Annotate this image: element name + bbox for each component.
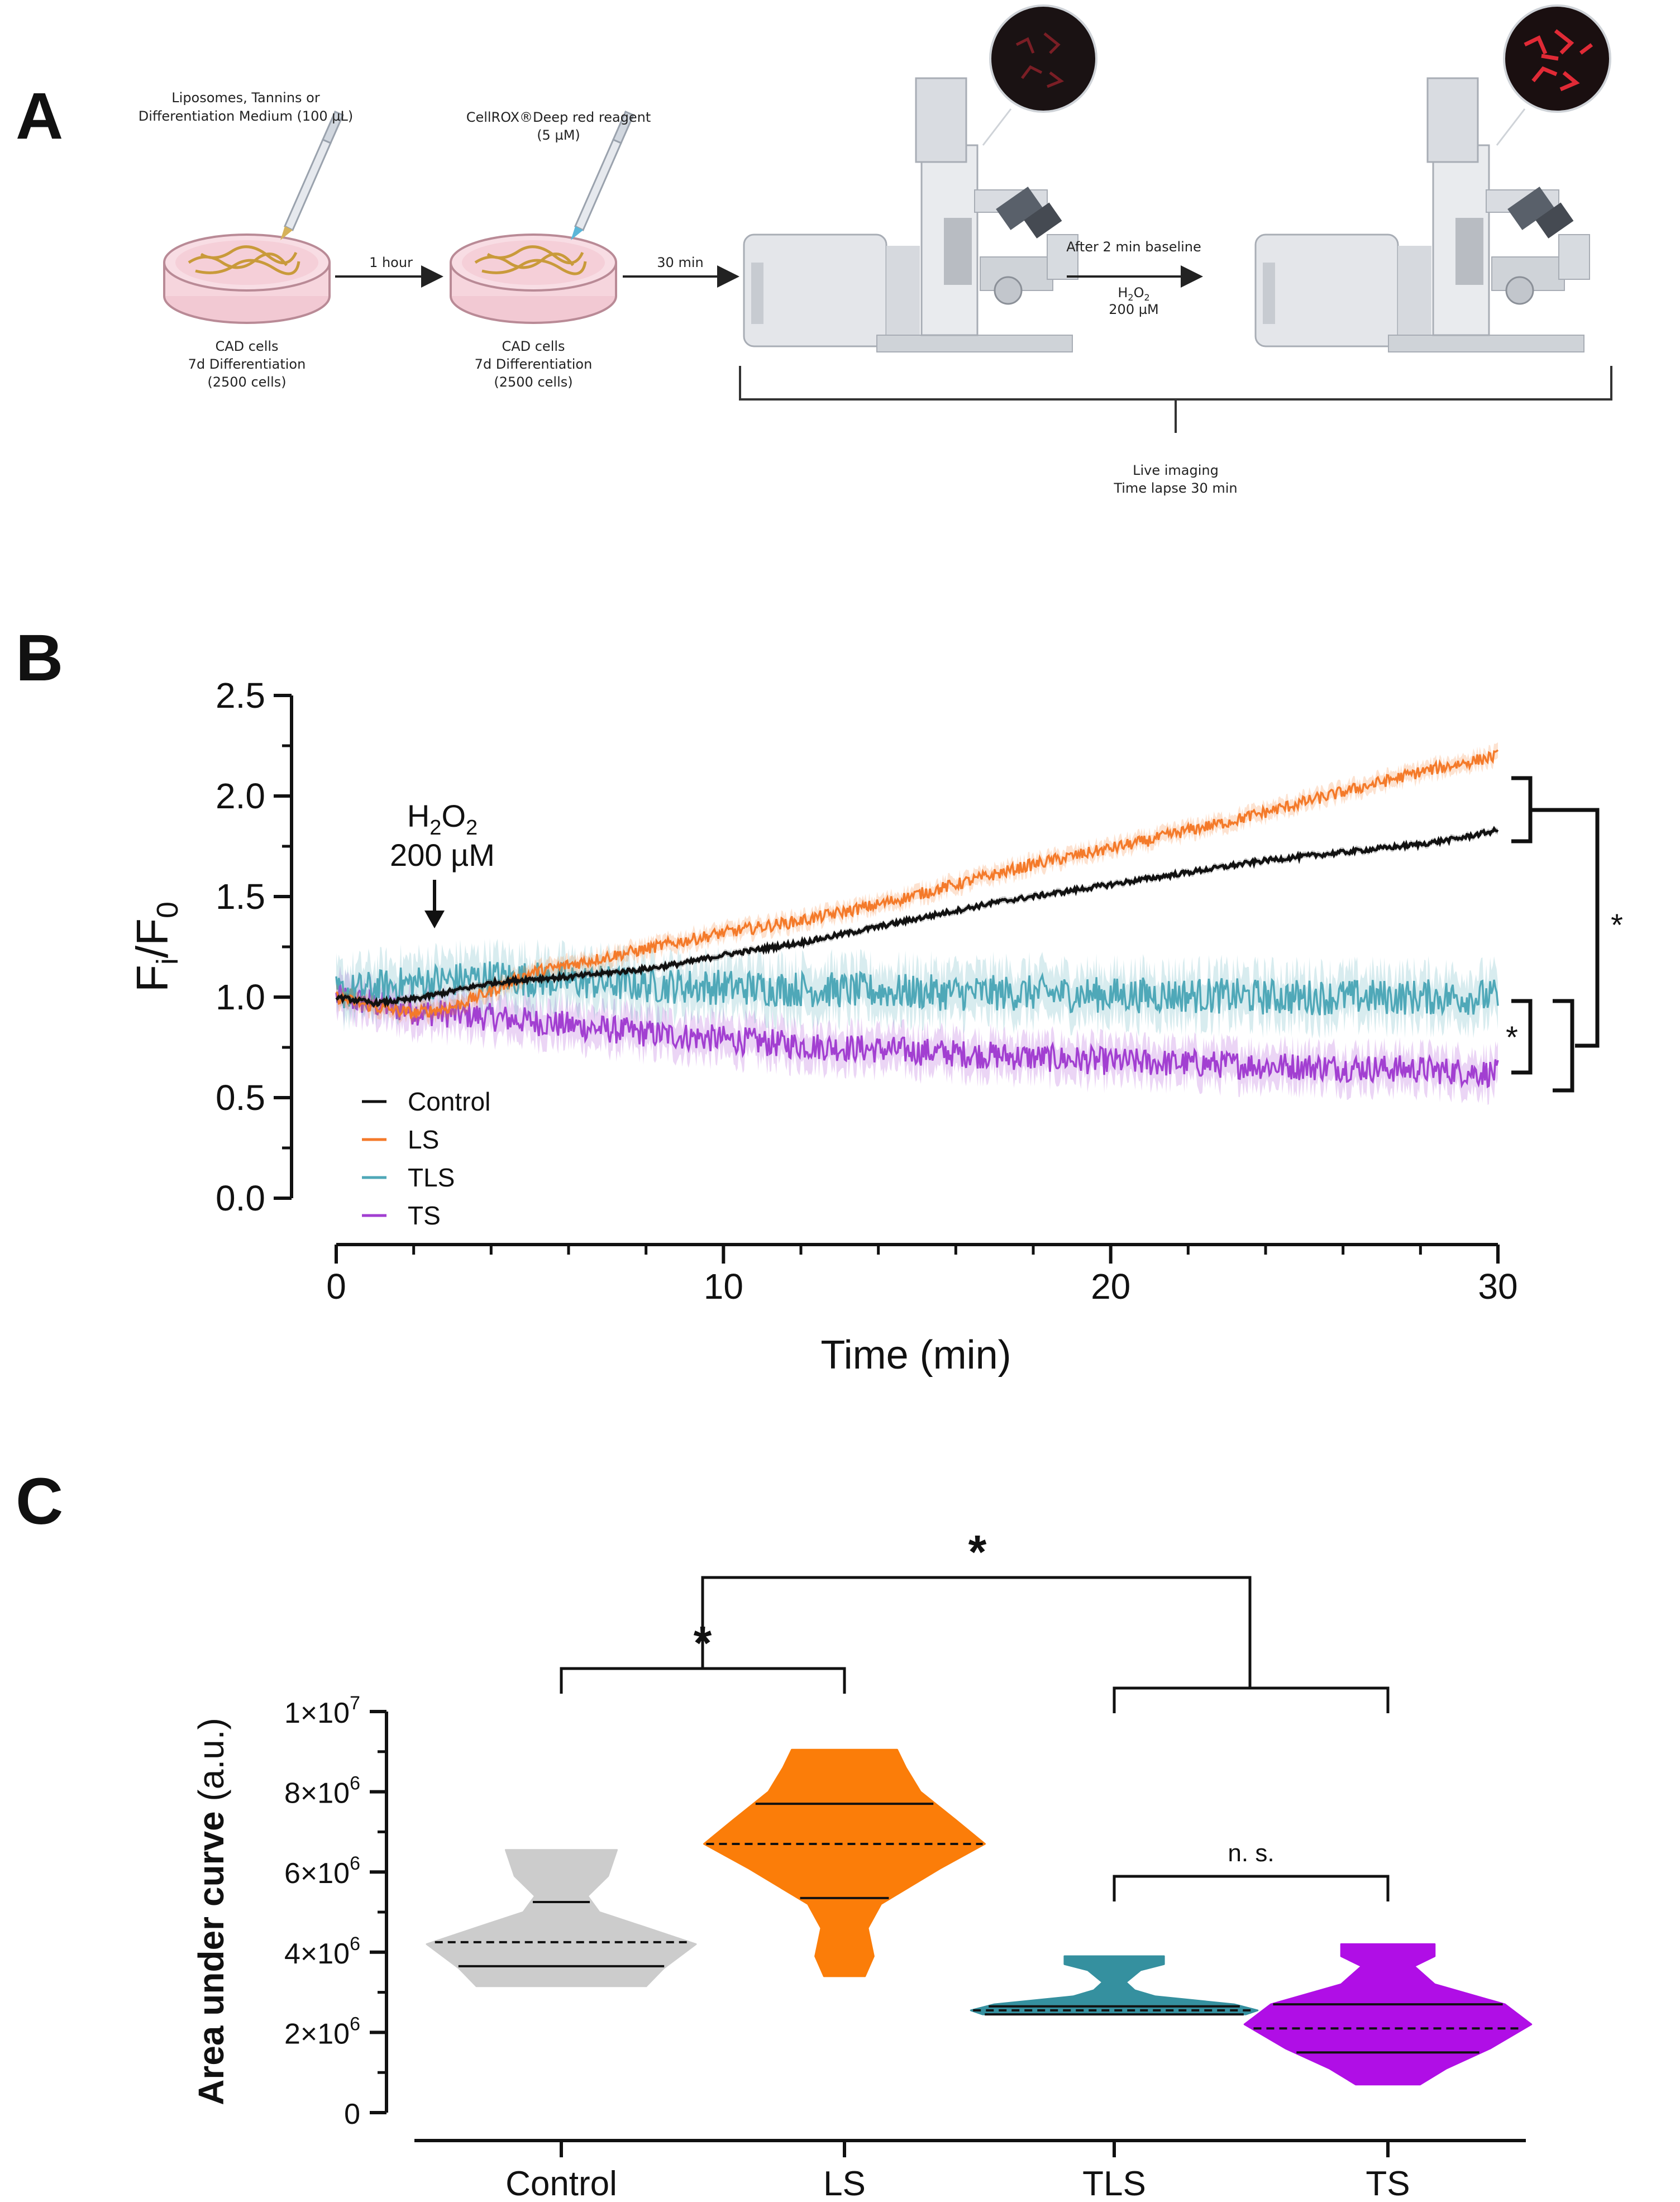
significance-star-overall: * (968, 1526, 987, 1578)
legend-label: TLS (408, 1163, 455, 1192)
series-error-band (336, 742, 1498, 1027)
series-line-ts (335, 984, 1499, 1089)
significance-bracket-bottom (1511, 999, 1574, 1093)
violin-ts (1243, 1943, 1533, 2086)
panel-label-a: A (16, 79, 64, 153)
violin-tls (970, 1955, 1259, 2015)
arrow-3-label: After 2 min baseline (1066, 239, 1201, 255)
imaging-label-2: Time lapse 30 min (1113, 480, 1237, 496)
legend-label: TS (408, 1201, 441, 1230)
x-tick-label: TLS (1082, 2165, 1146, 2202)
pipette-icon (280, 111, 344, 240)
y-tick-label: 6×106 (284, 1853, 360, 1890)
line-chart: 0.0 0.5 1.0 1.5 2.0 2.5 0 10 20 30 Time (min) Fi/… (127, 675, 1623, 1378)
comparison-bracket-tls-ts (1113, 1875, 1390, 1901)
culture-dish-1 (163, 233, 331, 324)
y-tick-label: 2.0 (216, 776, 265, 816)
workflow-diagram: Liposomes, Tannins or Differentiation Me… (139, 4, 1612, 496)
violin-chart: 0 2×106 4×106 6×106 8×106 1×107 Control LS TLS TS… (191, 1526, 1533, 2202)
series-error-band (336, 965, 1498, 1105)
x-tick-label: 0 (326, 1266, 346, 1307)
reagent-label-1: CellROX®Deep red reagent (466, 109, 651, 125)
significance-bracket-top (1511, 776, 1600, 1048)
cells-label-3: (2500 cells) (494, 374, 572, 390)
legend-label: LS (408, 1125, 439, 1154)
h2o2-conc-label: 200 µM (1109, 302, 1158, 317)
panel-label-b: B (16, 621, 64, 695)
arrow-1-label: 1 hour (369, 255, 413, 270)
treatment-label-1: Liposomes, Tannins or (171, 90, 320, 106)
series-line-control (335, 826, 1499, 1008)
y-axis-label: Fi/F0 (127, 902, 184, 992)
h2o2-concentration: 200 µM (390, 837, 495, 873)
timelapse-bracket (739, 366, 1612, 401)
x-tick-label: 10 (704, 1266, 743, 1307)
pipette-icon (571, 111, 634, 240)
x-tick-label: Control (505, 2165, 617, 2202)
cells-label-1: CAD cells (502, 339, 565, 354)
legend-label: Control (408, 1087, 490, 1116)
significance-star-outer: * (1611, 907, 1623, 942)
cells-label-3: (2500 cells) (207, 374, 286, 390)
y-tick-label: 8×106 (284, 1773, 360, 1810)
microscope-icon (743, 77, 1078, 352)
treatment-label-2: Differentiation Medium (100 µL) (139, 108, 354, 124)
y-tick-label: 0.5 (216, 1078, 265, 1118)
comparison-bracket-tls-ts-top (1113, 1686, 1390, 1713)
comparison-bracket-control-ls (560, 1667, 846, 1694)
microscope-icon (1254, 77, 1590, 352)
comparison-bracket-overall (701, 1576, 1252, 1688)
injection-arrow (424, 880, 445, 928)
y-tick-label: 2×106 (284, 2013, 360, 2050)
cells-label-2: 7d Differentiation (475, 356, 593, 372)
culture-dish-2 (450, 233, 617, 324)
y-tick-label: 2.5 (216, 675, 265, 716)
y-tick-label: 1×107 (284, 1693, 360, 1729)
cells-label-1: CAD cells (215, 339, 278, 354)
ns-label: n. s. (1228, 1839, 1274, 1867)
y-tick-label: 1.5 (216, 876, 265, 917)
arrow-2-label: 30 min (657, 255, 703, 270)
x-tick-label: LS (823, 2165, 866, 2202)
x-tick-label: TS (1366, 2165, 1410, 2202)
x-tick-label: 30 (1478, 1266, 1517, 1307)
x-tick-label: 20 (1091, 1266, 1130, 1307)
imaging-label-1: Live imaging (1133, 463, 1219, 478)
x-axis-label: Time (min) (820, 1333, 1011, 1378)
violin-control (426, 1849, 697, 1987)
panel-label-c: C (16, 1465, 64, 1538)
y-tick-label: 4×106 (284, 1933, 360, 1970)
y-axis-label: Area under curve (a.u.) (191, 1718, 231, 2105)
y-tick-label: 0 (344, 2098, 360, 2130)
h2o2-annotation: H2O2 (407, 798, 478, 840)
y-tick-label: 0.0 (216, 1178, 265, 1218)
cells-label-2: 7d Differentiation (188, 356, 306, 372)
reagent-label-2: (5 µM) (537, 127, 580, 143)
h2o2-label: H2O2 (1118, 285, 1149, 303)
violin-ls (703, 1748, 986, 1977)
y-tick-label: 1.0 (216, 977, 265, 1017)
significance-star-inner: * (1506, 1019, 1518, 1055)
fluorescence-image-dim (989, 4, 1097, 113)
